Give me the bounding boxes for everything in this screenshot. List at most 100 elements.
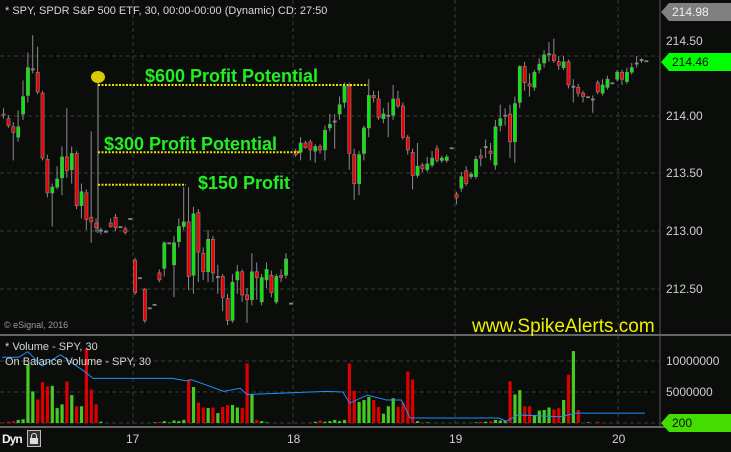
volume-bar xyxy=(513,394,517,423)
volume-bar xyxy=(230,405,235,423)
candle xyxy=(610,82,615,85)
volume-bar xyxy=(493,419,498,423)
annotation-300-profit: $300 Profit Potential xyxy=(104,134,278,154)
annotation-150-profit: $150 Profit xyxy=(198,173,291,193)
candle xyxy=(50,186,55,194)
candle xyxy=(464,170,469,184)
candle xyxy=(337,104,342,115)
candle xyxy=(318,146,323,151)
candle xyxy=(532,71,537,88)
volume-bar xyxy=(6,421,11,423)
candle xyxy=(313,146,318,152)
candle xyxy=(483,146,488,148)
volume-bar xyxy=(376,406,381,423)
volume-bar xyxy=(206,408,210,423)
candle xyxy=(561,61,566,68)
candle xyxy=(289,302,293,305)
candle xyxy=(386,114,391,117)
candle xyxy=(60,156,64,179)
high-price-tag: 214.98 xyxy=(661,3,731,21)
volume-bar xyxy=(16,419,20,423)
candle xyxy=(40,92,45,159)
candle xyxy=(581,92,586,97)
volume-bar xyxy=(162,421,166,423)
candle xyxy=(26,67,30,96)
volume-bar xyxy=(89,389,93,423)
candle xyxy=(211,238,215,274)
volume-bar xyxy=(362,400,366,423)
candle xyxy=(284,258,288,276)
candle xyxy=(191,213,196,276)
volume-bar xyxy=(40,382,45,423)
x-label: 17 xyxy=(126,432,140,446)
candle xyxy=(181,221,186,227)
volume-bar xyxy=(318,420,322,423)
candle xyxy=(556,61,561,66)
candle xyxy=(503,114,508,117)
volume-bar xyxy=(70,395,74,423)
volume-bar xyxy=(211,407,215,423)
volume-bar xyxy=(79,406,84,423)
candle xyxy=(74,153,79,206)
lock-icon[interactable] xyxy=(27,430,41,447)
volume-legend: * Volume - SPY, 30 xyxy=(5,341,98,353)
volume-bar xyxy=(177,421,181,423)
candle xyxy=(327,124,332,129)
x-label: 18 xyxy=(287,432,301,446)
candle xyxy=(586,96,590,99)
volume-bar xyxy=(406,371,410,423)
candle xyxy=(245,294,250,300)
candle xyxy=(439,157,444,161)
volume-bar xyxy=(537,410,541,423)
candle xyxy=(274,276,279,303)
volume-bar xyxy=(99,421,103,423)
candle xyxy=(552,54,556,61)
candle xyxy=(103,230,108,233)
volume-bar xyxy=(357,401,361,423)
candle xyxy=(113,216,118,228)
volume-bar xyxy=(352,390,356,423)
candle xyxy=(488,150,493,154)
candle xyxy=(332,120,337,123)
candle xyxy=(498,118,503,126)
candle xyxy=(118,226,123,229)
candle xyxy=(396,98,400,107)
candle xyxy=(220,276,225,298)
candle xyxy=(147,307,152,310)
candle xyxy=(84,192,89,220)
dynamic-scale-button[interactable]: Dyn xyxy=(2,432,23,446)
candle xyxy=(595,82,600,93)
candle xyxy=(21,96,25,115)
volume-bar xyxy=(474,422,478,423)
candle xyxy=(629,67,634,73)
volume-bar xyxy=(347,363,351,423)
x-label: 19 xyxy=(449,432,463,446)
candle xyxy=(474,158,478,177)
volume-bar xyxy=(167,422,171,423)
candle xyxy=(152,303,157,306)
candle xyxy=(250,271,254,300)
volume-bar xyxy=(2,422,6,423)
chart-title: * SPY, SPDR S&P 500 ETF, 30, 00:00-00:00… xyxy=(5,5,328,17)
volume-bar xyxy=(557,408,561,423)
candle xyxy=(420,164,425,169)
volume-bar xyxy=(45,386,50,423)
candle xyxy=(235,271,240,281)
volume-bar xyxy=(21,419,25,423)
candle xyxy=(89,216,94,223)
volume-bar xyxy=(31,391,35,423)
volume-bar xyxy=(489,421,493,423)
candle xyxy=(342,85,347,103)
candle xyxy=(435,148,439,161)
candle xyxy=(634,62,639,65)
candle xyxy=(196,212,201,253)
volume-bar xyxy=(226,405,230,423)
volume-bar xyxy=(235,407,239,423)
candle xyxy=(240,271,245,296)
candle xyxy=(35,71,40,93)
candle xyxy=(371,95,376,99)
volume-bar xyxy=(425,422,429,423)
candle xyxy=(625,71,629,82)
candle xyxy=(537,63,542,71)
candle xyxy=(269,274,274,293)
